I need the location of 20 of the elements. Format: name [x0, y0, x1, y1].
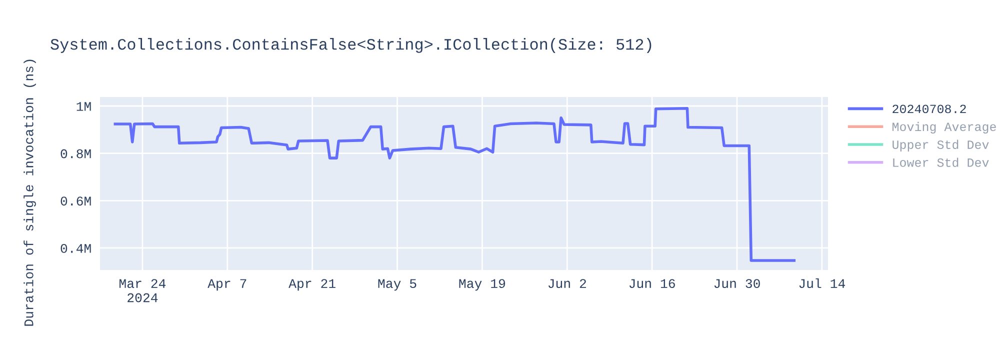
legend-label: 20240708.2	[892, 104, 966, 114]
y-tick-label: 1M	[76, 102, 91, 111]
chart-title: System.Collections.ContainsFalse<String>.ICollection(Size: 512)	[50, 38, 652, 53]
x-tick-label: Jun 30	[714, 279, 760, 288]
legend-label: Lower Std Dev	[893, 158, 989, 167]
y-axis-title: Duration of single invocation (ns)	[24, 60, 36, 326]
x-tick-label: Apr 21	[288, 279, 336, 291]
y-tick-label: 0.4M	[60, 244, 91, 253]
legend-label: Upper Std Dev	[892, 140, 989, 152]
x-tick-label: May 5	[378, 279, 416, 291]
legend-label: Moving Average	[892, 122, 996, 134]
x-tick-label: Apr 7	[208, 279, 246, 291]
x-tick-label: May 19	[459, 279, 506, 291]
x-tick-label: Jun 2	[548, 279, 586, 288]
line-series	[114, 106, 796, 262]
x-tick-label: Jul 14	[799, 278, 846, 288]
y-tick-label: 0.8M	[60, 149, 91, 158]
y-tick-label: 0.6M	[60, 196, 91, 206]
x-tick-label: Mar 24 2024	[120, 279, 166, 302]
x-tick-label: Jun 16	[629, 279, 675, 288]
